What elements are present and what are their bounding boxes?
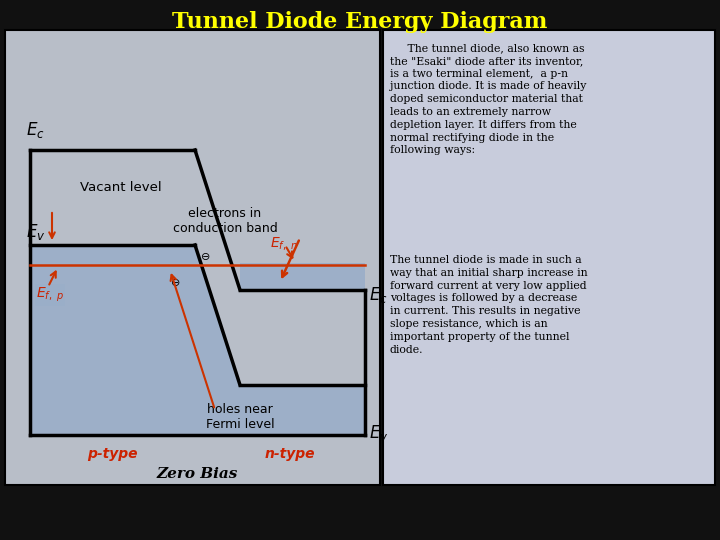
Text: Tunnel Diode Energy Diagram: Tunnel Diode Energy Diagram bbox=[172, 11, 548, 33]
Bar bbox=[5, 30, 380, 485]
Text: The tunnel diode, also known as
the "Esaki" diode after its inventor,
is a two t: The tunnel diode, also known as the "Esa… bbox=[390, 43, 586, 156]
Text: n-type: n-type bbox=[265, 447, 315, 461]
Bar bbox=[383, 30, 715, 485]
Text: $\ominus$: $\ominus$ bbox=[200, 252, 210, 262]
Polygon shape bbox=[30, 245, 365, 435]
Text: Vacant level: Vacant level bbox=[80, 181, 161, 194]
Text: $E_c$: $E_c$ bbox=[26, 120, 45, 140]
Text: $E_v$: $E_v$ bbox=[26, 222, 45, 242]
Text: $E_{f,\ n}$: $E_{f,\ n}$ bbox=[270, 234, 298, 252]
Text: $E_{f,\ p}$: $E_{f,\ p}$ bbox=[36, 286, 64, 304]
Text: $\ominus$: $\ominus$ bbox=[170, 278, 180, 288]
Text: The tunnel diode is made in such a
way that an initial sharp increase in
forward: The tunnel diode is made in such a way t… bbox=[390, 255, 588, 355]
Polygon shape bbox=[240, 263, 365, 290]
Text: electrons in
conduction band: electrons in conduction band bbox=[173, 207, 277, 235]
Text: holes near
Fermi level: holes near Fermi level bbox=[206, 403, 274, 431]
Text: p-type: p-type bbox=[87, 447, 138, 461]
Text: $E_v$: $E_v$ bbox=[369, 423, 389, 443]
Text: Zero Bias: Zero Bias bbox=[157, 467, 238, 481]
Text: $E_c$: $E_c$ bbox=[369, 285, 388, 305]
